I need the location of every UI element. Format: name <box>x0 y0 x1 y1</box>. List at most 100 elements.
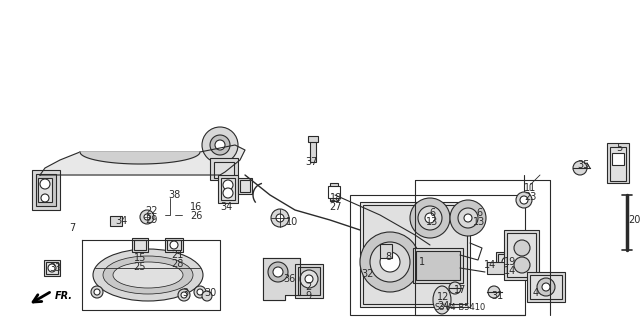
Text: 35: 35 <box>577 160 589 170</box>
Circle shape <box>425 213 435 223</box>
Bar <box>496 252 518 272</box>
Ellipse shape <box>103 256 193 294</box>
Bar <box>607 143 629 183</box>
Circle shape <box>573 161 587 175</box>
Circle shape <box>514 240 530 256</box>
Bar <box>308 136 318 142</box>
Text: 36: 36 <box>283 274 295 284</box>
Bar <box>487 262 507 274</box>
Polygon shape <box>40 145 245 175</box>
Circle shape <box>488 286 500 298</box>
Text: 14: 14 <box>484 260 496 270</box>
Bar <box>221 178 235 200</box>
Bar <box>295 264 323 298</box>
Circle shape <box>181 292 187 298</box>
Circle shape <box>223 180 233 190</box>
Bar <box>165 238 183 252</box>
Text: 11: 11 <box>524 183 536 193</box>
Text: S3V4-B5410: S3V4-B5410 <box>435 302 486 311</box>
Circle shape <box>41 194 49 202</box>
Text: 29: 29 <box>145 215 157 225</box>
Circle shape <box>202 291 212 301</box>
Bar <box>240 180 250 192</box>
Bar <box>612 153 624 165</box>
Bar <box>328 186 340 198</box>
Circle shape <box>94 289 100 295</box>
Text: 34: 34 <box>115 216 127 226</box>
Bar <box>360 202 470 307</box>
Circle shape <box>514 257 530 273</box>
Ellipse shape <box>113 262 183 288</box>
Circle shape <box>215 140 225 150</box>
Circle shape <box>300 270 318 288</box>
Circle shape <box>449 282 461 294</box>
Text: 19: 19 <box>504 257 516 267</box>
Bar <box>238 178 252 194</box>
Text: 15: 15 <box>134 253 146 263</box>
Text: 8: 8 <box>385 252 391 262</box>
Text: 16: 16 <box>190 202 202 212</box>
Text: 34: 34 <box>220 202 232 212</box>
Text: 13: 13 <box>473 217 485 227</box>
Ellipse shape <box>433 286 451 314</box>
Text: 26: 26 <box>190 211 202 221</box>
Circle shape <box>271 209 289 227</box>
Text: 7: 7 <box>69 223 75 233</box>
Text: 28: 28 <box>171 259 183 269</box>
Text: 37: 37 <box>306 157 318 167</box>
Text: 9: 9 <box>305 291 311 301</box>
Bar <box>504 230 539 280</box>
Text: 25: 25 <box>134 262 147 272</box>
Text: 4: 4 <box>533 288 539 298</box>
Circle shape <box>410 198 450 238</box>
Text: 30: 30 <box>204 288 216 298</box>
Text: 14: 14 <box>504 266 516 276</box>
Circle shape <box>520 196 528 204</box>
Circle shape <box>276 214 284 222</box>
Circle shape <box>418 206 442 230</box>
Text: 32: 32 <box>362 269 374 279</box>
Circle shape <box>197 289 203 295</box>
Text: 6: 6 <box>476 208 482 218</box>
Circle shape <box>502 257 512 267</box>
Bar <box>210 158 238 180</box>
Circle shape <box>458 208 478 228</box>
Bar <box>527 272 565 302</box>
Circle shape <box>194 286 206 298</box>
Bar <box>134 240 146 250</box>
Text: 20: 20 <box>628 215 640 225</box>
Text: 5: 5 <box>616 143 622 153</box>
Ellipse shape <box>93 249 203 301</box>
Text: 6: 6 <box>429 208 435 218</box>
Bar <box>36 174 56 206</box>
Text: 1: 1 <box>419 257 425 267</box>
Bar <box>413 248 463 283</box>
Circle shape <box>40 179 50 189</box>
Circle shape <box>305 275 313 283</box>
Bar <box>350 195 525 315</box>
Text: 10: 10 <box>286 217 298 227</box>
Circle shape <box>223 188 233 198</box>
Circle shape <box>91 286 103 298</box>
Bar <box>218 175 238 203</box>
Bar <box>380 244 392 258</box>
Text: 33: 33 <box>49 263 61 273</box>
Circle shape <box>202 127 238 163</box>
Circle shape <box>360 232 420 292</box>
Circle shape <box>537 278 555 296</box>
Text: 17: 17 <box>454 285 466 295</box>
Circle shape <box>464 214 472 222</box>
Text: 12: 12 <box>437 292 449 302</box>
Circle shape <box>516 192 532 208</box>
Bar <box>310 140 316 162</box>
Text: 13: 13 <box>426 217 438 227</box>
Bar <box>32 170 60 210</box>
Circle shape <box>380 252 400 272</box>
Bar <box>330 183 338 201</box>
Bar <box>498 254 516 270</box>
Text: 31: 31 <box>491 291 503 301</box>
Bar <box>46 262 58 274</box>
Text: 38: 38 <box>168 190 180 200</box>
Text: 24: 24 <box>437 301 449 311</box>
Circle shape <box>450 200 486 236</box>
